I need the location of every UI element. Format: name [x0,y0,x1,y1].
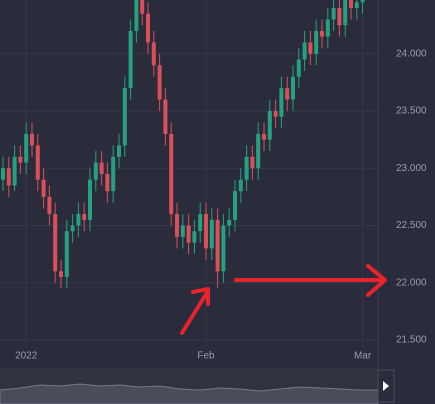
candle-body [99,162,104,174]
candle-body [320,30,324,37]
y-tick-label: 21.500 [396,335,427,346]
candle-body [111,156,116,192]
candle-body [209,219,214,249]
candle-body [117,145,121,157]
candle-body [30,133,34,146]
plot-area [1,0,365,289]
candle-body [47,196,52,215]
candle-body [250,156,255,169]
navigator-area [0,383,379,404]
navigator [0,368,395,404]
candle-body [82,214,87,220]
y-tick-label: 23.000 [396,163,427,174]
candle-body [122,88,127,146]
candle-body [88,179,92,220]
candle-body [192,231,197,243]
x-tick-label: Mar [354,351,372,362]
candle-body [204,214,208,249]
y-tick-label: 23.500 [396,106,427,117]
candle-body [198,214,203,232]
annotation-arrow-head [366,264,387,297]
candle-body [35,145,40,180]
candle-body [64,231,69,278]
candle-body [186,225,191,243]
annotation-arrow-head [191,287,210,306]
candle-body [337,8,342,26]
candle-body [105,173,110,192]
x-tick-label: 2022 [15,351,38,362]
candle-body [343,0,348,26]
candle-body [128,30,133,89]
grid [0,0,378,348]
candle-body [221,225,226,272]
candle-body [285,88,290,100]
candle-body [354,2,359,9]
candle-body [325,19,330,37]
candle-body [227,219,232,226]
candle-body [360,0,365,3]
candle-body [331,8,336,20]
candle-body [175,214,179,237]
candle-body [41,179,46,197]
candle-body [1,168,5,180]
candle-body [151,42,156,66]
candle-body [291,76,295,100]
candle-body [233,191,237,220]
axis-labels: 21.500 22.000 22.500 23.000 23.500 24.000 24.5… [15,0,427,362]
candle-body [314,30,319,54]
candle-body [244,156,249,180]
candle-body [76,214,81,226]
annotation-arrow-shaft [180,289,210,335]
candle-body [256,133,261,169]
candle-body [169,133,174,215]
y-tick-label: 24.000 [396,48,427,59]
candle-body [59,271,63,278]
candle-body [262,133,266,140]
y-tick-label: 22.000 [396,277,427,288]
candle-body [215,219,220,272]
candle-body [267,111,272,140]
candle-body [93,162,98,180]
candle-body [349,0,353,9]
candle-body [296,59,301,77]
y-tick-label: 22.500 [396,220,427,231]
candle-body [279,88,284,117]
candle-body [24,133,29,163]
candle-body [238,179,243,192]
scroll-arrow [383,381,389,391]
candle-body [157,65,162,100]
candle-body [53,214,58,272]
candle-body [70,225,75,232]
candle-body [273,111,278,117]
candle-body [134,0,139,31]
candle-body [180,225,185,237]
x-tick-label: Feb [197,351,215,362]
candle-body [302,42,307,60]
candle-body [18,156,23,163]
candle-body [308,42,313,54]
candle-body [140,0,145,14]
candle-body [146,13,150,43]
candle-body [163,99,168,134]
candle-body [12,156,17,186]
annotations [180,264,387,335]
candle-body [6,168,11,186]
y-tick-label: 24.500 [396,0,427,2]
